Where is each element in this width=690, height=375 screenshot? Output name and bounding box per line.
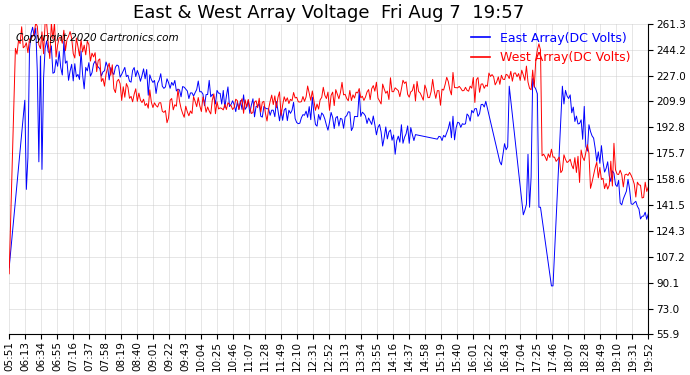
East Array(DC Volts) bbox=[257, 114, 265, 118]
East Array(DC Volts) bbox=[644, 211, 653, 216]
West Array(DC Volts) bbox=[5, 272, 13, 276]
East Array(DC Volts) bbox=[126, 79, 134, 84]
Line: East Array(DC Volts): East Array(DC Volts) bbox=[9, 27, 649, 286]
West Array(DC Volts) bbox=[270, 94, 279, 98]
East Array(DC Volts) bbox=[558, 84, 566, 88]
East Array(DC Volts) bbox=[547, 284, 555, 288]
Line: West Array(DC Volts): West Array(DC Volts) bbox=[9, 22, 649, 274]
Title: East & West Array Voltage  Fri Aug 7  19:57: East & West Array Voltage Fri Aug 7 19:5… bbox=[133, 4, 524, 22]
East Array(DC Volts) bbox=[28, 25, 37, 30]
Text: Copyright 2020 Cartronics.com: Copyright 2020 Cartronics.com bbox=[16, 33, 178, 43]
West Array(DC Volts) bbox=[644, 185, 653, 189]
West Array(DC Volts) bbox=[32, 20, 40, 25]
East Array(DC Volts) bbox=[5, 266, 13, 270]
West Array(DC Volts) bbox=[257, 110, 265, 114]
East Array(DC Volts) bbox=[21, 98, 29, 102]
West Array(DC Volts) bbox=[21, 44, 29, 49]
East Array(DC Volts) bbox=[557, 117, 565, 122]
Legend: East Array(DC Volts), West Array(DC Volts): East Array(DC Volts), West Array(DC Volt… bbox=[466, 27, 635, 69]
East Array(DC Volts) bbox=[270, 114, 279, 119]
West Array(DC Volts) bbox=[126, 96, 134, 100]
West Array(DC Volts) bbox=[557, 170, 565, 175]
West Array(DC Volts) bbox=[555, 155, 563, 159]
